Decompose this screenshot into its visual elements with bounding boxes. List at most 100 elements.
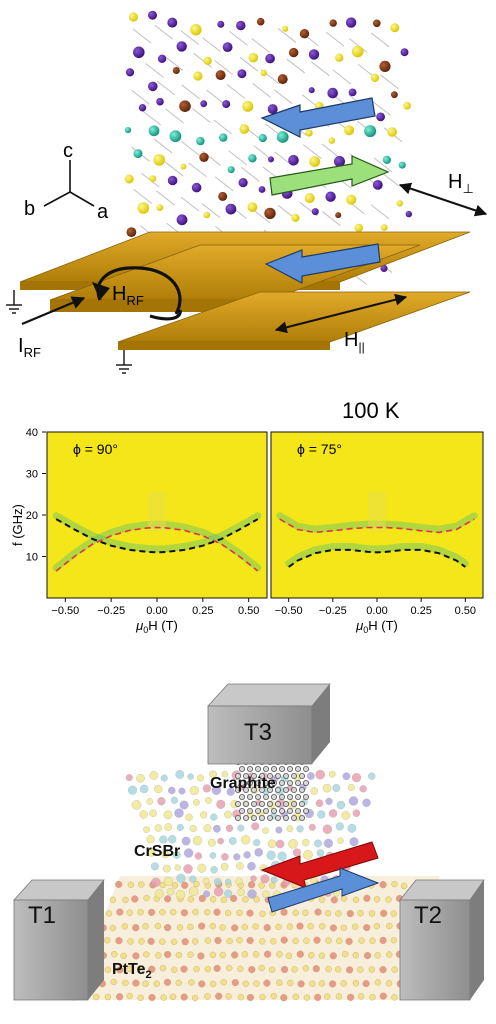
graphite-atom (278, 808, 285, 815)
ptte2-atom (357, 910, 364, 917)
ptte2-atom (231, 924, 239, 932)
graphite-atom (238, 794, 245, 801)
crsbr-atom (225, 878, 232, 886)
h-para-label: H|| (344, 329, 365, 354)
ptte2-atom (357, 966, 364, 973)
crsbr-atom (175, 890, 186, 900)
crsbr-atom (178, 787, 186, 795)
ptte2-atom (187, 896, 195, 903)
crsbr-atom (286, 825, 294, 833)
crsbr-atom (322, 783, 332, 793)
crsbr-label: CrSBr (134, 843, 180, 860)
x-tick-label: −0.25 (97, 605, 125, 617)
ptte2-atom (160, 994, 167, 1001)
ptte2-atom (175, 951, 183, 959)
ptte2-atom (159, 909, 166, 916)
crsbr-atom (189, 785, 199, 796)
atom (180, 163, 187, 170)
atom (373, 19, 381, 28)
graphite-atom (266, 801, 273, 808)
atom (203, 56, 212, 65)
ptte2-atom (325, 937, 332, 944)
crsbr-atom (174, 864, 181, 871)
atom (308, 49, 320, 60)
crsbr-atom (308, 823, 316, 831)
graphite-atom (266, 815, 273, 822)
graphite-atom (242, 773, 249, 780)
crsbr-atom (216, 799, 226, 809)
crsbr-atom (139, 784, 149, 794)
graphite-atom (242, 787, 249, 794)
t2-label: T2 (414, 902, 442, 929)
ptte2-atom (374, 952, 381, 959)
ptte2-atom (224, 909, 232, 917)
ptte2-atom (368, 910, 376, 917)
atom (193, 71, 203, 81)
ptte2-atom (312, 965, 320, 973)
graphite-atom (238, 780, 245, 787)
ptte2-atom (276, 979, 283, 986)
crsbr-atom (292, 848, 301, 857)
crsbr-atom (224, 889, 233, 898)
ptte2-atom (132, 979, 140, 987)
crsbr-atom (335, 822, 344, 831)
atom (289, 47, 299, 58)
crsbr-atom (174, 808, 184, 818)
atom (219, 133, 228, 142)
graphite-atom (270, 794, 277, 801)
ptte2-atom (258, 964, 265, 972)
crsbr-atom (351, 773, 362, 783)
top-panel: c b a H⊥ H|| HRF IRF (6, 10, 488, 374)
graphite-atom (246, 780, 253, 787)
ptte2-atom (132, 924, 140, 932)
atom (390, 23, 400, 33)
crsbr-atom (236, 862, 244, 870)
h-rf-curl-icon (96, 266, 182, 321)
ptte2-atom (171, 882, 179, 889)
ptte2-atom (220, 896, 228, 904)
crsbr-atom (226, 787, 235, 796)
ptte2-atom (116, 908, 124, 916)
crsbr-atom (175, 770, 185, 779)
ptte2-atom (219, 951, 227, 959)
ptte2-atom (258, 882, 265, 889)
ptte2-label: PtTe2 (112, 961, 152, 981)
ptte2-atom (92, 993, 100, 1001)
crsbr-atom (237, 888, 245, 897)
ptte2-atom (340, 924, 347, 931)
ptte2-atom (246, 936, 254, 945)
black-dashed-fit (288, 548, 466, 568)
graphite-atom (258, 801, 265, 808)
ptte2-atom (126, 965, 133, 973)
x-tick-label: 0.00 (146, 605, 167, 617)
graphite-atom (258, 787, 265, 794)
ptte2-atom (246, 909, 254, 917)
crsbr-atom (262, 827, 269, 834)
graphite-atom (250, 787, 257, 794)
graphite-atom (242, 815, 249, 822)
atom (258, 134, 267, 143)
t2-side-face (470, 880, 484, 1000)
atom (190, 24, 202, 36)
crsbr-atom (127, 785, 138, 795)
ptte2-atom (252, 951, 260, 958)
graphite-atom (294, 780, 301, 787)
graphite-atom (282, 787, 289, 794)
ptte2-atom (380, 909, 388, 917)
crsbr-atom (193, 799, 200, 806)
graphite-atom (298, 787, 305, 794)
graphite-atom (242, 801, 249, 808)
crsbr-atom (179, 800, 189, 810)
crsbr-atom (306, 772, 315, 780)
ptte2-atom (155, 952, 162, 959)
ptte2-atom (204, 993, 211, 1000)
ptte2-atom (253, 980, 260, 987)
graphite-atom (258, 815, 265, 822)
ptte2-atom (213, 908, 221, 916)
ptte2-atom (115, 993, 124, 1001)
ptte2-atom (292, 909, 299, 917)
graphite-atom (302, 780, 309, 787)
panel-label: ϕ = 75° (297, 441, 342, 457)
